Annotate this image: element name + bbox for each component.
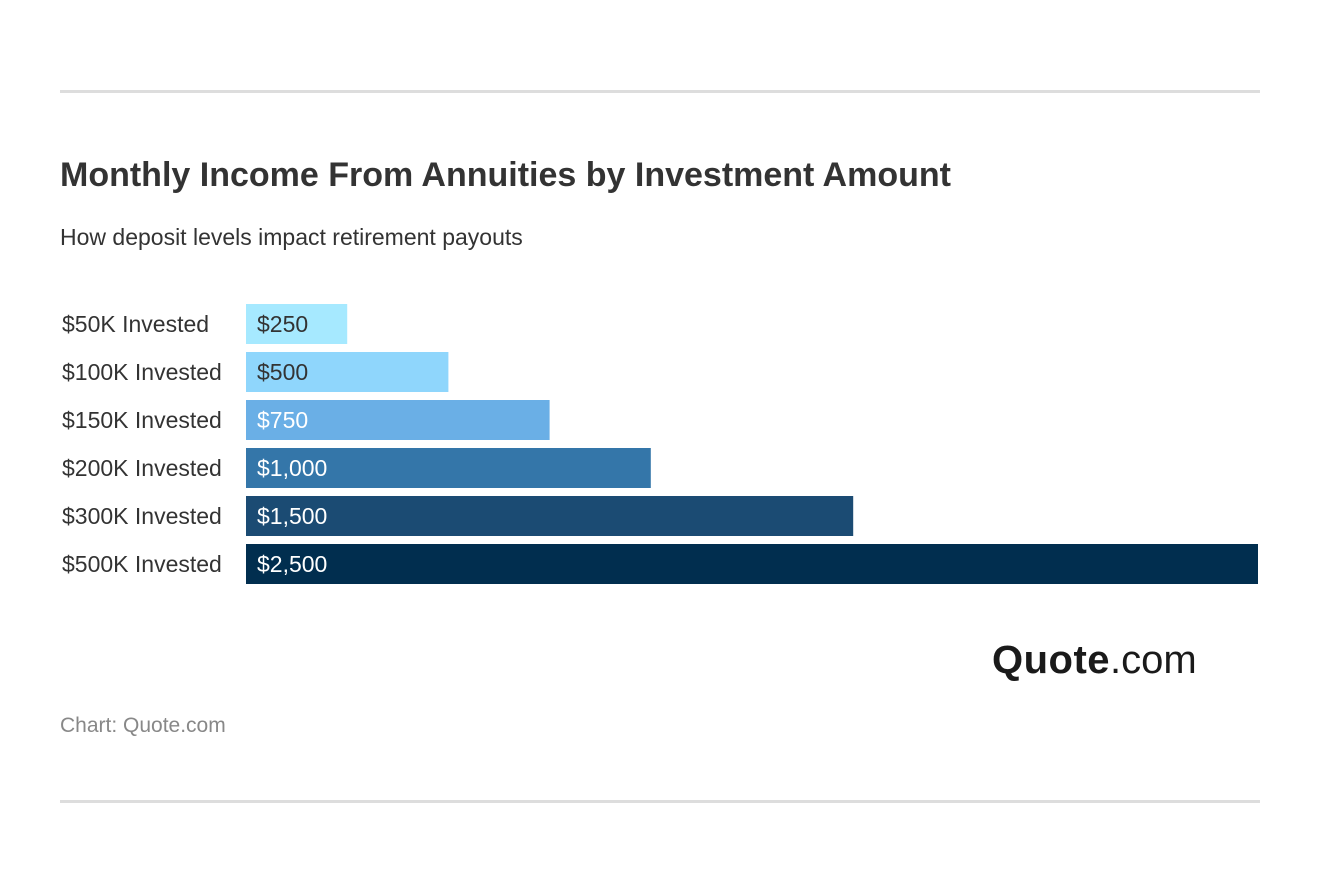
bar-value-label: $2,500 <box>257 551 327 577</box>
quote-logo: Quote.com <box>992 638 1197 683</box>
top-divider <box>60 90 1260 93</box>
chart-source: Chart: Quote.com <box>60 714 226 737</box>
chart-subtitle: How deposit levels impact retirement pay… <box>60 224 523 250</box>
category-label: $150K Invested <box>62 407 222 433</box>
bar-value-label: $250 <box>257 311 308 337</box>
bar-value-label: $1,000 <box>257 455 327 481</box>
logo-tld: .com <box>1110 638 1197 682</box>
bar <box>246 496 854 536</box>
category-label: $300K Invested <box>62 503 222 529</box>
bottom-divider <box>60 800 1260 803</box>
category-label: $200K Invested <box>62 455 222 481</box>
bar <box>246 304 348 344</box>
category-label: $50K Invested <box>62 311 209 337</box>
bar <box>246 448 651 488</box>
bar <box>246 352 449 392</box>
bar-value-label: $500 <box>257 359 308 385</box>
category-label: $100K Invested <box>62 359 222 385</box>
category-label: $500K Invested <box>62 551 222 577</box>
bar <box>246 544 1258 584</box>
bar-value-label: $1,500 <box>257 503 327 529</box>
bar <box>246 400 550 440</box>
bar-value-label: $750 <box>257 407 308 433</box>
logo-brand: Quote <box>992 638 1111 682</box>
chart-title: Monthly Income From Annuities by Investm… <box>60 156 951 194</box>
